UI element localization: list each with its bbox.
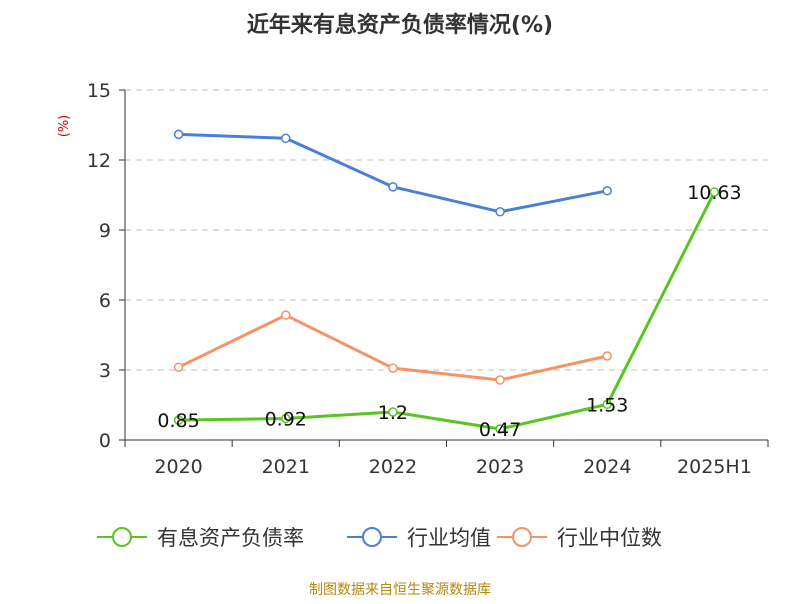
data-labels: 0.85 0.92 1.2 0.47 1.53 10.63 <box>157 182 741 441</box>
series-line-0 <box>177 190 716 431</box>
data-label: 0.92 <box>265 409 307 431</box>
legend-marker <box>112 527 132 547</box>
y-tick-label: 15 <box>87 80 111 102</box>
data-point <box>602 399 612 410</box>
axes: 0 3 6 9 12 15 2020 2021 2022 2023 2024 2025H1 <box>87 80 769 478</box>
series-line-1 <box>177 132 609 214</box>
legend-item-0[interactable]: 有息资产负债率 <box>97 526 304 550</box>
x-tick-label: 2021 <box>262 456 310 478</box>
legend: 有息资产负债率 行业均值 行业中位数 <box>97 526 662 550</box>
legend-item-2[interactable]: 行业中位数 <box>497 526 662 550</box>
x-tick-label: 2023 <box>476 456 524 478</box>
data-point <box>173 129 184 140</box>
data-point <box>709 187 720 197</box>
x-tick-label: 2025H1 <box>677 456 752 478</box>
source-note: 制图数据来自恒生聚源数据库 <box>309 582 491 598</box>
legend-label: 有息资产负债率 <box>157 526 304 550</box>
data-label: 10.63 <box>687 182 741 204</box>
x-tick-label: 2020 <box>154 456 202 478</box>
data-point <box>602 186 612 196</box>
y-axis-label: (%) <box>57 115 72 138</box>
data-point <box>173 415 184 425</box>
x-tick-label: 2022 <box>369 456 417 478</box>
data-point <box>281 310 291 320</box>
legend-marker <box>362 527 382 547</box>
y-tick-label: 3 <box>99 360 111 382</box>
data-point <box>388 407 398 417</box>
data-point <box>602 351 612 361</box>
legend-label: 行业均值 <box>407 526 491 550</box>
data-label: 1.2 <box>378 402 408 424</box>
y-tick-label: 9 <box>99 220 111 242</box>
y-tick-label: 6 <box>99 290 111 312</box>
data-point <box>388 363 398 373</box>
data-point <box>173 362 184 372</box>
data-label: 1.53 <box>586 394 628 416</box>
series-lines <box>173 129 720 434</box>
y-tick-label: 12 <box>87 150 111 172</box>
data-point <box>281 413 291 424</box>
legend-label: 行业中位数 <box>557 526 662 550</box>
grid-lines <box>125 89 768 371</box>
legend-marker <box>512 527 532 547</box>
y-tick-label: 0 <box>99 430 111 452</box>
data-label: 0.47 <box>479 419 521 441</box>
data-point <box>495 424 505 434</box>
data-point <box>495 375 505 385</box>
x-tick-label: 2024 <box>583 456 631 478</box>
data-point <box>281 133 291 144</box>
chart-title: 近年来有息资产负债率情况(%) <box>247 12 553 38</box>
legend-item-1[interactable]: 行业均值 <box>347 526 491 550</box>
data-label: 0.85 <box>157 410 199 432</box>
data-point <box>388 182 398 192</box>
data-point <box>495 207 505 217</box>
